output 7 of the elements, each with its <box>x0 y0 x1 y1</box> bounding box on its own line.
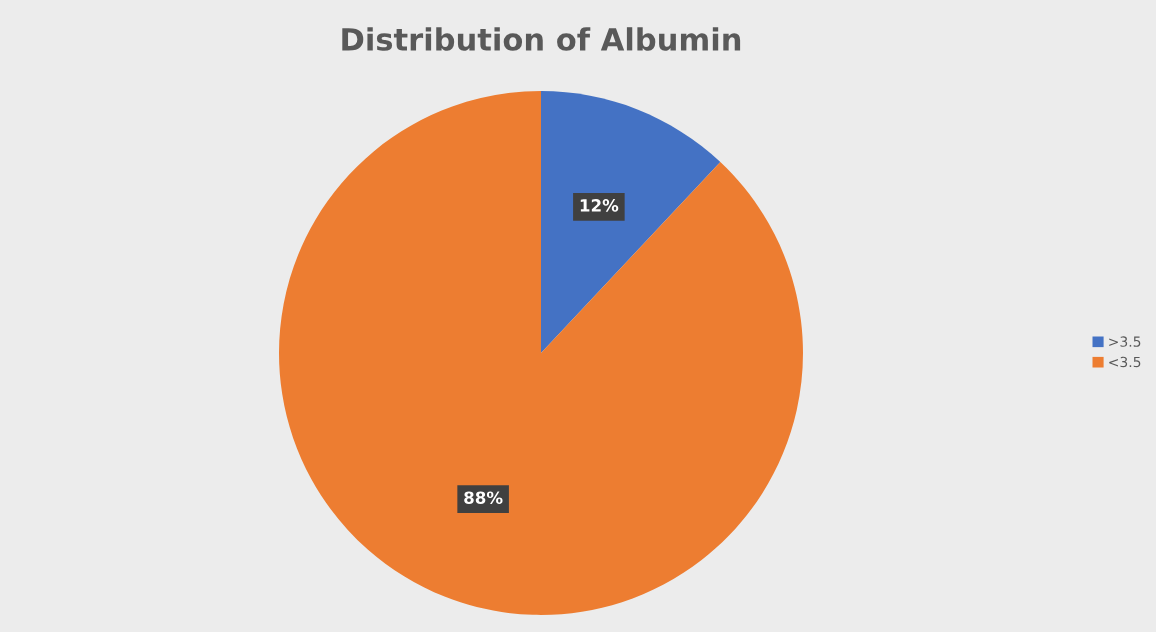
legend-label: >3.5 <box>1109 336 1141 347</box>
data-label: 88% <box>464 491 503 504</box>
data-label: 12% <box>580 199 619 212</box>
pie-slice <box>541 91 721 353</box>
pie-slice <box>279 91 803 615</box>
legend-label: <3.5 <box>1109 356 1141 368</box>
chart-title: Distribution of Albumin <box>342 27 741 51</box>
